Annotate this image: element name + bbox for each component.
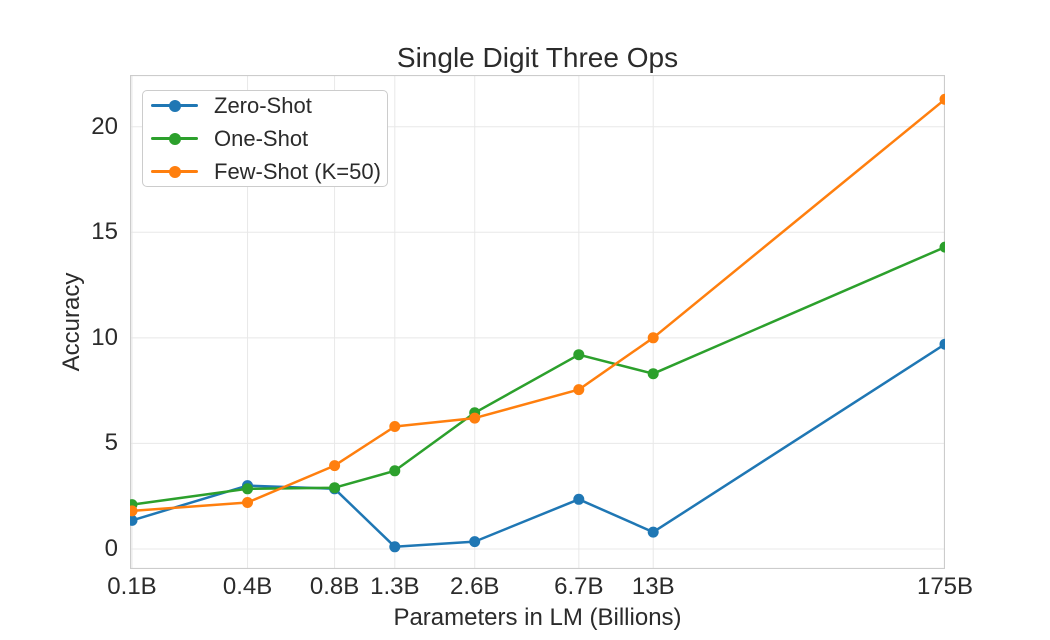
legend-label: Zero-Shot	[214, 92, 312, 118]
data-point-marker	[647, 332, 659, 344]
plot-border	[130, 75, 945, 569]
x-tick-label: 13B	[631, 573, 675, 600]
x-axis-label: Parameters in LM (Billions)	[393, 604, 682, 631]
data-point-marker	[469, 536, 481, 548]
legend-line-marker-sample	[151, 165, 198, 179]
data-point-marker	[389, 421, 401, 432]
legend-item-zero-shot: Zero-Shot	[151, 92, 387, 118]
y-tick-label: 0	[104, 534, 118, 562]
x-tick-label: 1.3B	[370, 573, 420, 600]
data-point-marker	[573, 384, 585, 396]
x-tick-label: 0.1B	[107, 573, 157, 600]
data-point-marker	[647, 526, 659, 538]
data-point-marker	[242, 497, 253, 508]
data-point-marker	[573, 493, 585, 505]
data-point-marker	[939, 338, 945, 350]
x-tick-label: 6.7B	[554, 573, 604, 600]
data-point-marker	[329, 460, 341, 472]
y-tick-label: 5	[104, 429, 118, 457]
legend-item-few-shot: Few-Shot (K=50)	[151, 158, 387, 184]
y-tick-label: 10	[91, 323, 118, 351]
x-tick-label: 0.4B	[222, 573, 273, 600]
x-tick-label: 175B	[916, 573, 974, 600]
data-point-marker	[130, 514, 138, 526]
data-point-marker	[573, 349, 585, 361]
data-point-marker	[242, 483, 253, 495]
data-point-marker	[469, 412, 481, 424]
y-tick-label: 15	[91, 218, 118, 246]
series-line-few-shot-k-50-	[130, 98, 945, 513]
data-point-marker	[389, 541, 401, 553]
data-point-marker	[939, 93, 945, 105]
legend-label: Few-Shot (K=50)	[214, 158, 381, 184]
chart-title: Single Digit Three Ops	[396, 42, 679, 73]
data-point-marker	[647, 368, 659, 380]
legend-line-marker-sample	[151, 99, 198, 113]
series-line-one-shot	[130, 245, 945, 506]
legend-line-marker-sample	[151, 132, 198, 146]
series-line-zero-shot	[130, 342, 945, 549]
legend-label: One-Shot	[214, 125, 309, 151]
x-tick-label: 2.6B	[450, 573, 500, 600]
y-tick-label: 20	[91, 112, 118, 140]
legend-item-one-shot: One-Shot	[151, 125, 387, 151]
y-axis-label: Accuracy	[58, 272, 85, 372]
data-point-marker	[939, 241, 945, 253]
legend: Zero-Shot One-Shot Few-Shot (K=50)	[142, 90, 388, 187]
data-point-marker	[130, 505, 138, 517]
data-point-marker	[329, 482, 341, 494]
data-point-marker	[389, 465, 401, 477]
x-tick-label: 0.8B	[309, 573, 360, 600]
